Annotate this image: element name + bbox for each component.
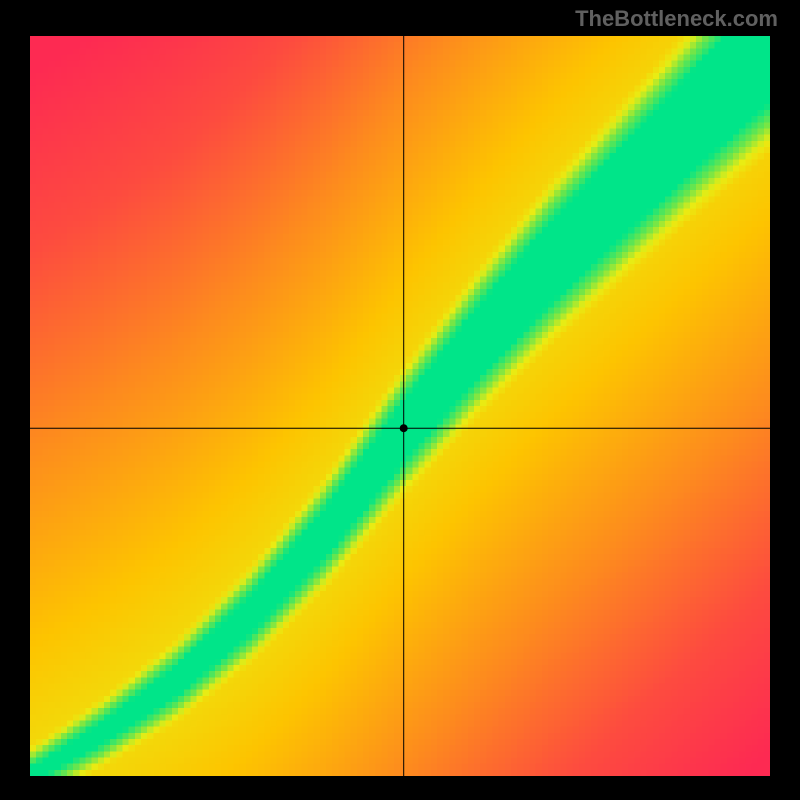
chart-frame: TheBottleneck.com: [0, 0, 800, 800]
bottleneck-heatmap: [30, 36, 770, 776]
watermark-text: TheBottleneck.com: [575, 6, 778, 32]
